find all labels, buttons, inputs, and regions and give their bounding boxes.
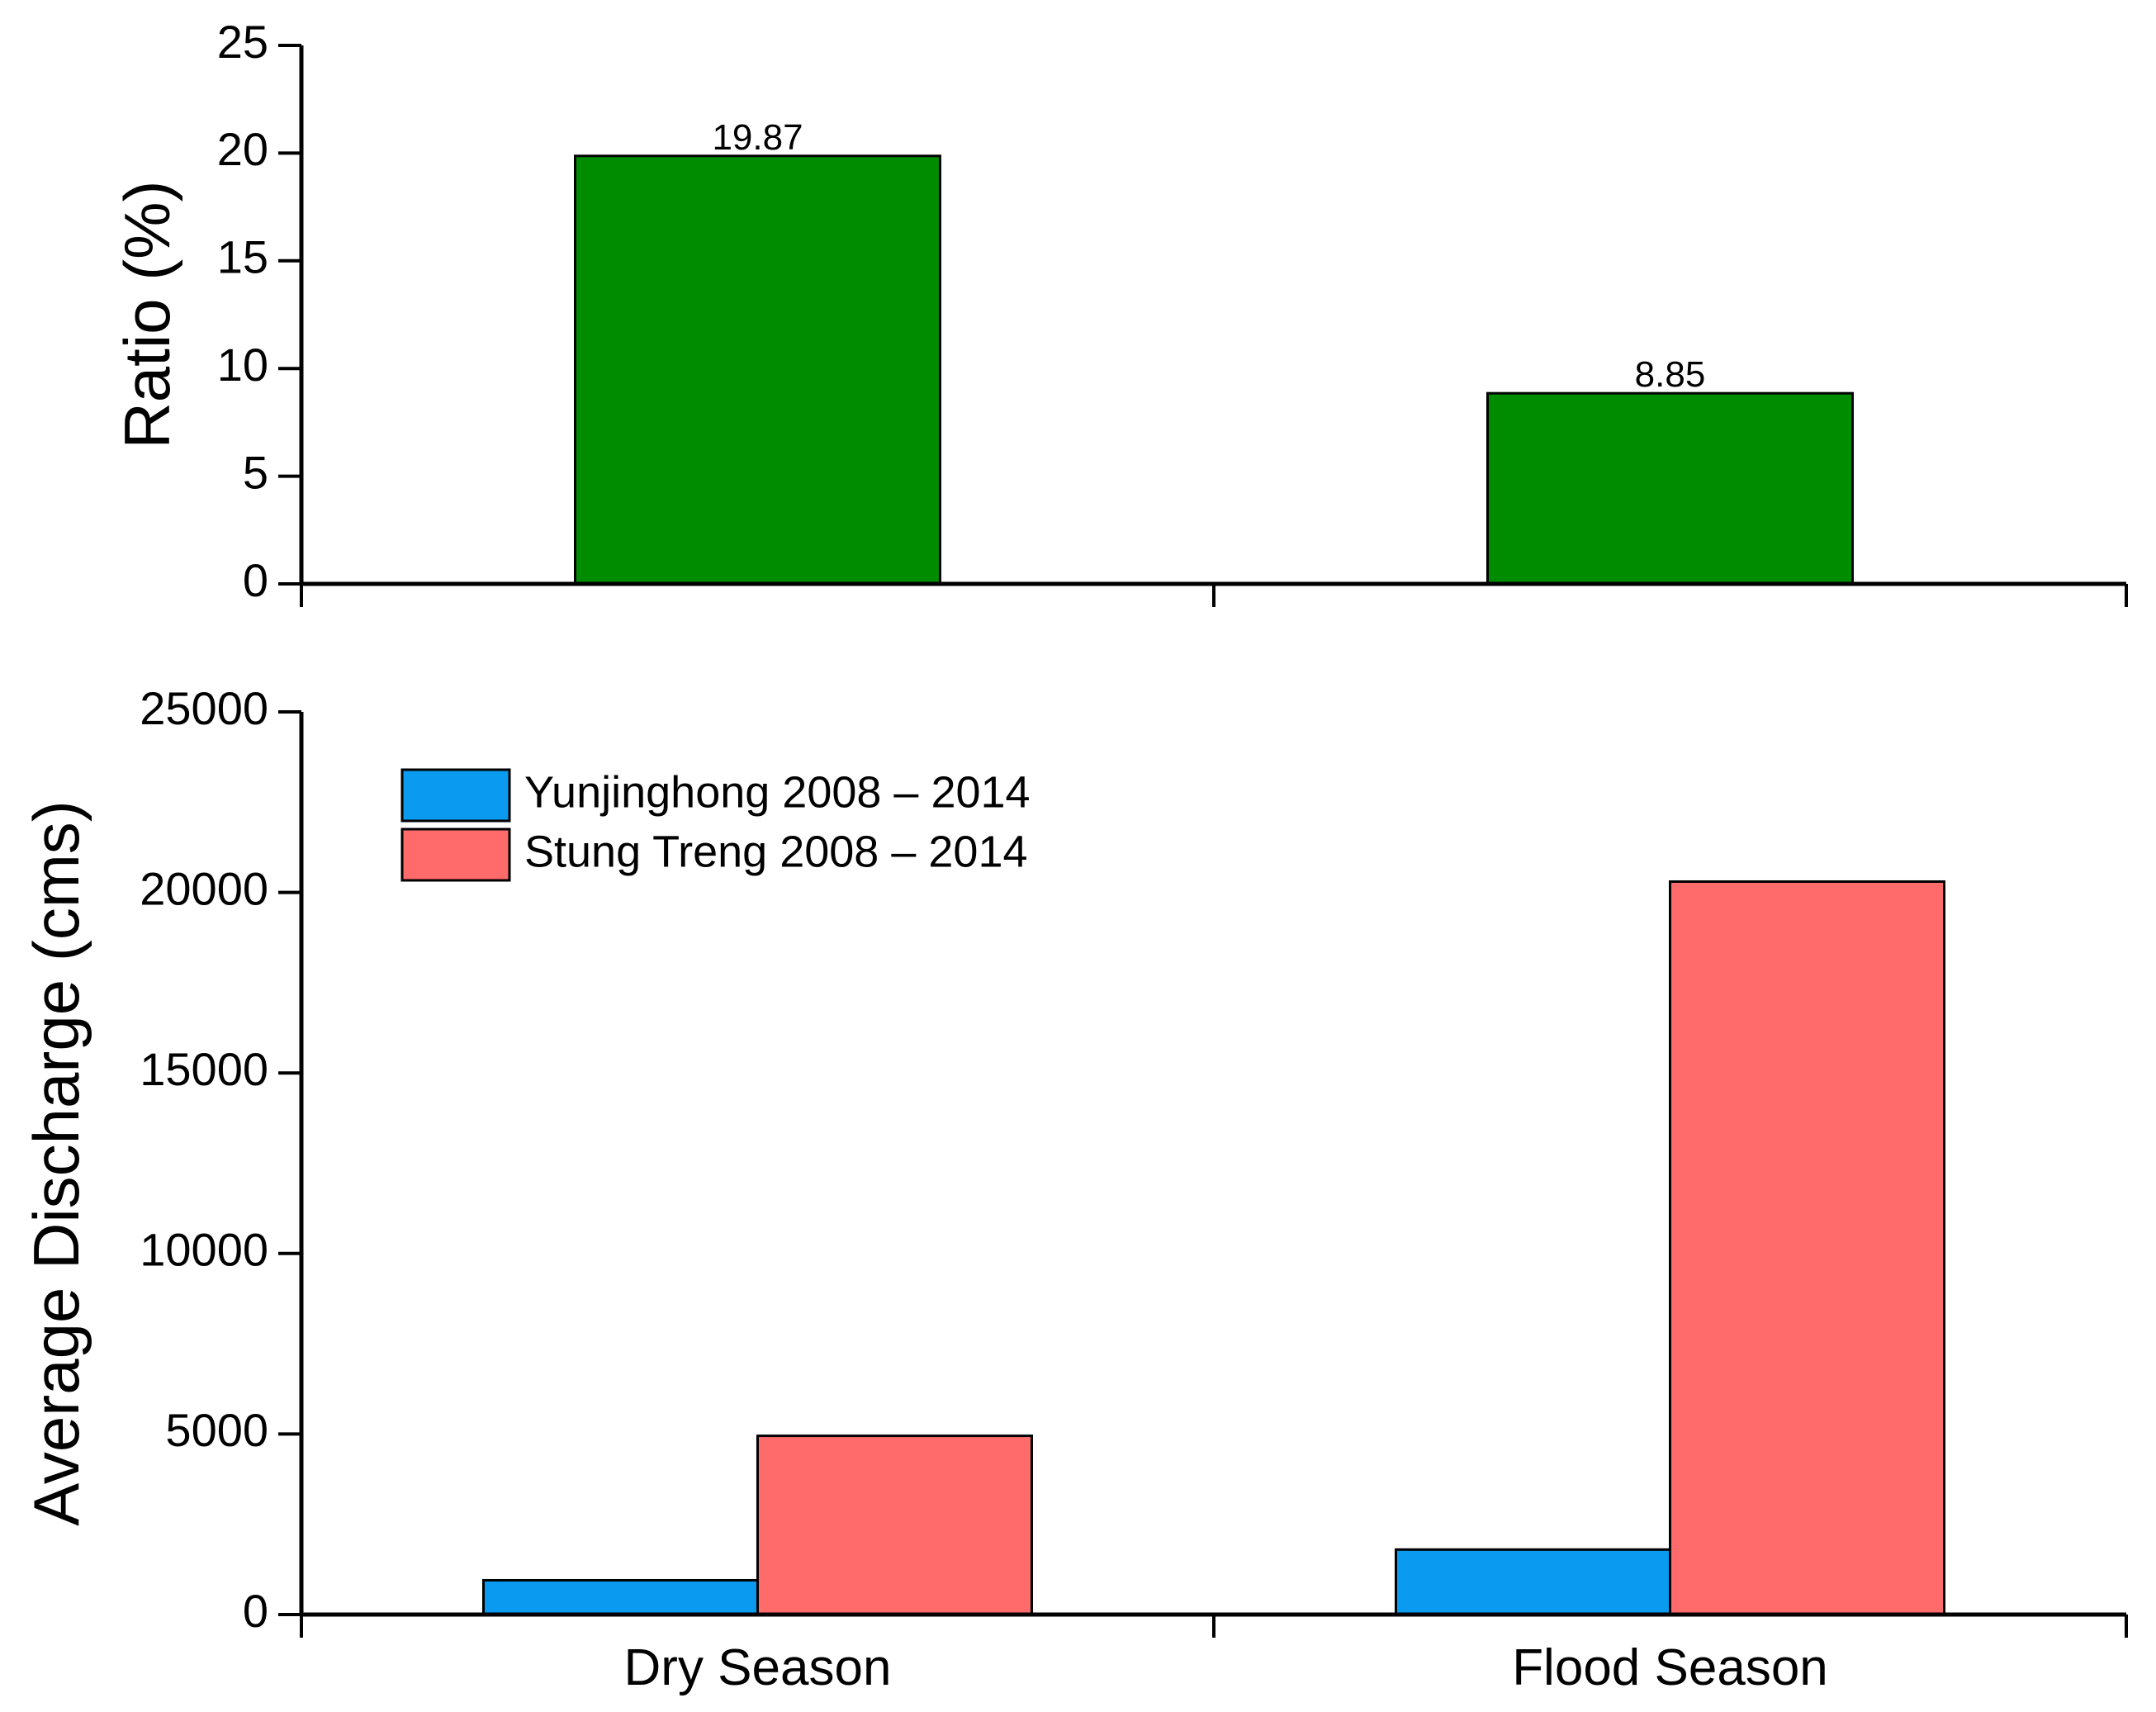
bar-discharge-s0-0 (482, 1578, 759, 1616)
y-tick-label-ratio-5: 25 (217, 16, 268, 68)
category-label-discharge-0: Dry Season (624, 1639, 892, 1696)
y-axis-title-discharge: Average Discharge (cms) (20, 800, 92, 1526)
y-tick-label-ratio-2: 10 (217, 339, 268, 391)
bar-ratio-0 (574, 154, 941, 586)
legend: Yunjinghong 2008 – 2014 Stung Treng 2008 … (400, 767, 1031, 882)
y-tick-label-ratio-1: 5 (243, 446, 268, 498)
bar-ratio-1 (1486, 391, 1854, 586)
y-tick-label-discharge-3: 15000 (140, 1043, 268, 1095)
legend-label-0: Yunjinghong 2008 – 2014 (524, 767, 1031, 817)
discharge-panel: 0 5000 10000 15000 20000 25000 Dry Season Flood… (20, 682, 2128, 1696)
bar-discharge-s1-1 (1669, 880, 1945, 1616)
bar-discharge-s1-0 (756, 1435, 1033, 1616)
y-tick-label-discharge-1: 5000 (165, 1404, 268, 1456)
y-tick-label-discharge-0: 0 (243, 1585, 268, 1637)
data-label-ratio-0: 19.87 (712, 117, 803, 158)
y-tick-label-discharge-5: 25000 (140, 682, 268, 734)
legend-swatch-0 (400, 768, 511, 823)
bar-discharge-s0-1 (1395, 1548, 1671, 1616)
y-tick-label-ratio-3: 15 (217, 231, 268, 283)
ratio-panel: 19.87 8.85 0 5 10 15 20 25 Ratio (%) (111, 16, 2128, 607)
y-axis-title-ratio: Ratio (%) (111, 180, 183, 448)
y-tick-label-discharge-4: 20000 (140, 862, 268, 914)
data-label-ratio-1: 8.85 (1635, 354, 1706, 395)
legend-swatch-1 (400, 828, 511, 882)
y-tick-label-discharge-2: 10000 (140, 1224, 268, 1276)
y-tick-label-ratio-0: 0 (243, 554, 268, 606)
category-label-discharge-1: Flood Season (1512, 1639, 1828, 1696)
legend-label-1: Stung Treng 2008 – 2014 (524, 827, 1028, 876)
y-tick-label-ratio-4: 20 (217, 123, 268, 175)
